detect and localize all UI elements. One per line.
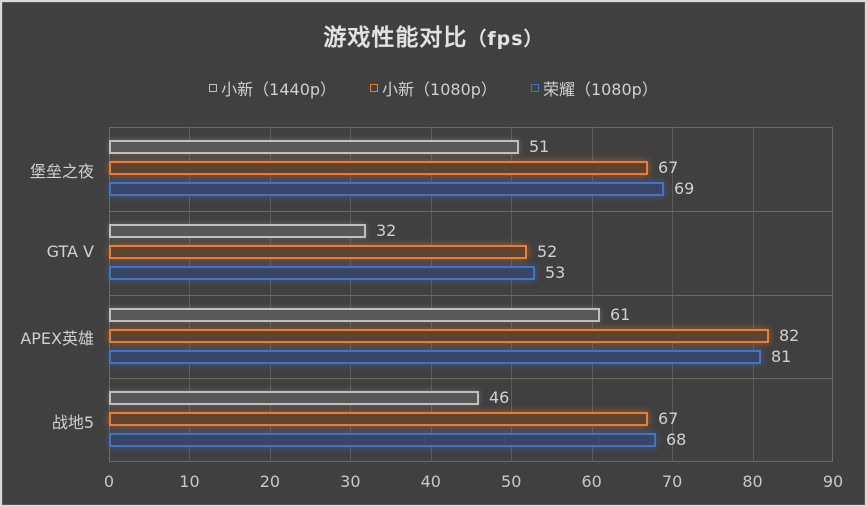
vertical-gridline <box>350 127 351 462</box>
chart-title: 游戏性能对比（fps） <box>0 18 867 52</box>
legend-label: 小新（1440p） <box>221 80 337 99</box>
legend: 小新（1440p） 小新（1080p） 荣耀（1080p） <box>0 76 867 100</box>
legend-item-honor-1080p[interactable]: 荣耀（1080p） <box>530 76 658 100</box>
data-label: 69 <box>674 179 695 198</box>
category-separator <box>109 295 833 296</box>
x-tick-label: 80 <box>742 472 763 491</box>
data-label: 67 <box>658 409 679 428</box>
x-tick-label: 10 <box>179 472 200 491</box>
data-label: 46 <box>489 388 510 407</box>
bar[interactable] <box>109 350 761 364</box>
bar[interactable] <box>109 224 366 238</box>
vertical-gridline <box>753 127 754 462</box>
bar[interactable] <box>109 412 648 426</box>
vertical-gridline <box>511 127 512 462</box>
data-label: 82 <box>779 326 800 345</box>
x-tick-label: 50 <box>501 472 522 491</box>
vertical-gridline <box>592 127 593 462</box>
x-tick-label: 0 <box>103 472 115 491</box>
chart-title-text: 游戏性能对比 <box>323 25 468 51</box>
bar[interactable] <box>109 245 527 259</box>
data-label: 61 <box>610 305 631 324</box>
data-label: 67 <box>658 158 679 177</box>
bar[interactable] <box>109 329 769 343</box>
legend-swatch-icon <box>530 84 539 92</box>
data-label: 68 <box>666 430 687 449</box>
legend-swatch-icon <box>370 84 379 92</box>
category-separator <box>109 378 833 379</box>
bar[interactable] <box>109 308 600 322</box>
category-label: 堡垒之夜 <box>29 162 94 181</box>
x-tick-label: 60 <box>581 472 602 491</box>
category-separator <box>109 211 833 212</box>
x-tick-label: 40 <box>420 472 441 491</box>
bar[interactable] <box>109 182 664 196</box>
category-label: GTA V <box>46 242 94 261</box>
category-label: 战地5 <box>51 413 94 432</box>
x-tick-label: 90 <box>822 472 844 491</box>
bar[interactable] <box>109 161 648 175</box>
x-tick-label: 30 <box>340 472 361 491</box>
data-label: 51 <box>529 137 550 156</box>
legend-label: 荣耀（1080p） <box>542 80 658 99</box>
vertical-gridline <box>189 127 190 462</box>
data-label: 32 <box>376 221 397 240</box>
bar[interactable] <box>109 140 519 154</box>
bar[interactable] <box>109 266 535 280</box>
legend-swatch-icon <box>209 84 218 92</box>
vertical-gridline <box>672 127 673 462</box>
legend-label: 小新（1080p） <box>382 80 497 99</box>
bar[interactable] <box>109 433 656 447</box>
legend-item-xiaoxin-1440p[interactable]: 小新（1440p） <box>209 76 336 100</box>
bar[interactable] <box>109 391 479 405</box>
category-label: APEX英雄 <box>20 329 94 348</box>
data-label: 53 <box>545 263 566 282</box>
plot-area: 51 67 69 32 52 53 61 82 81 46 67 68 <box>109 127 833 462</box>
data-label: 81 <box>771 347 792 366</box>
legend-item-xiaoxin-1080p[interactable]: 小新（1080p） <box>370 76 497 100</box>
x-tick-label: 70 <box>661 472 683 491</box>
vertical-gridline <box>270 127 271 462</box>
chart-title-unit: （fps） <box>467 28 544 50</box>
vertical-gridline <box>431 127 432 462</box>
x-tick-label: 20 <box>259 472 281 491</box>
data-label: 52 <box>537 242 558 261</box>
